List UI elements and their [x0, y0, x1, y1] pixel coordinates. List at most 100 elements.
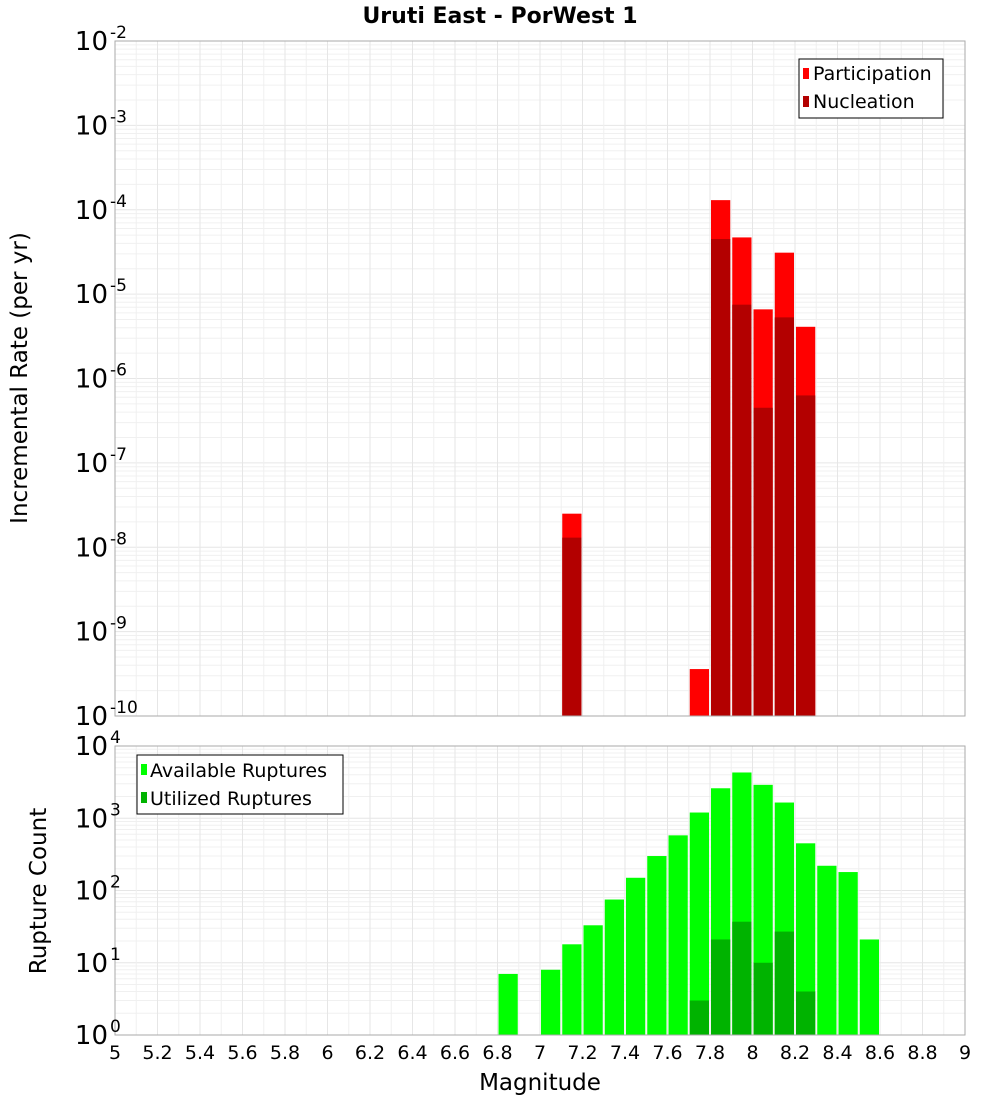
- bottom-y-axis-title: Rupture Count: [26, 808, 52, 974]
- x-tick-label: 7: [534, 1042, 546, 1064]
- top-legend: Participation Nucleation: [798, 58, 944, 119]
- x-tick-label: 9: [959, 1042, 971, 1064]
- x-tick-label: 7.2: [567, 1042, 597, 1064]
- bottom-y-tick-label: 10: [75, 1021, 108, 1051]
- bottom-bar-available-ruptures: [817, 865, 837, 1035]
- bottom-legend: Available Ruptures Utilized Ruptures: [136, 754, 344, 815]
- legend-label-participation: Participation: [813, 63, 932, 85]
- top-y-tick-exponent: -8: [110, 529, 127, 549]
- bottom-y-tick-exponent: 1: [110, 945, 121, 965]
- x-tick-label: 5: [109, 1042, 121, 1064]
- bottom-y-tick-label: 10: [75, 732, 108, 762]
- top-y-tick-label: 10: [75, 280, 108, 310]
- x-tick-label: 8.2: [780, 1042, 810, 1064]
- bottom-y-tick-exponent: 2: [110, 873, 121, 893]
- legend-swatch-participation: [803, 68, 809, 79]
- bottom-legend-box: [136, 754, 344, 815]
- x-tick-label: 5.8: [270, 1042, 300, 1064]
- bottom-bar-available-ruptures: [626, 877, 646, 1035]
- top-bar-nucleation: [732, 304, 752, 716]
- bottom-y-tick-exponent: 0: [110, 1017, 121, 1037]
- bottom-bar-available-ruptures: [604, 899, 624, 1035]
- bottom-bar-utilized-ruptures: [732, 921, 752, 1035]
- x-tick-label: 5.6: [227, 1042, 257, 1064]
- x-tick-label: 6.2: [355, 1042, 385, 1064]
- top-y-tick-exponent: -6: [110, 361, 127, 381]
- legend-swatch-utilized: [141, 792, 147, 803]
- top-y-tick-label: 10: [75, 533, 108, 563]
- top-y-tick-label: 10: [75, 702, 108, 732]
- top-bar-nucleation: [796, 395, 816, 716]
- top-plot-frame: [114, 40, 966, 717]
- bottom-bar-available-ruptures: [498, 973, 518, 1035]
- top-grid: [114, 41, 966, 717]
- top-y-tick-exponent: -10: [110, 698, 138, 718]
- x-tick-label: 8: [746, 1042, 758, 1064]
- bottom-plot-frame: [114, 745, 966, 1036]
- x-tick-label: 7.6: [652, 1042, 682, 1064]
- top-y-tick-exponent: -3: [110, 107, 127, 127]
- top-bar-nucleation: [562, 537, 582, 716]
- bottom-bar-available-ruptures: [796, 843, 816, 1035]
- bottom-bar-utilized-ruptures: [689, 1000, 709, 1035]
- x-axis-title: Magnitude: [479, 1070, 601, 1096]
- x-tick-label: 7.4: [610, 1042, 640, 1064]
- chart-title: Uruti East - PorWest 1: [362, 4, 637, 29]
- x-tick-label: 6.4: [397, 1042, 427, 1064]
- bottom-y-tick-exponent: 3: [110, 800, 121, 820]
- top-y-tick-label: 10: [75, 196, 108, 226]
- bottom-bar-available-ruptures: [859, 939, 879, 1035]
- x-tick-label: 7.8: [695, 1042, 725, 1064]
- bottom-y-tick-label: 10: [75, 949, 108, 979]
- bottom-bar-utilized-ruptures: [711, 939, 731, 1035]
- top-legend-box: [798, 58, 944, 119]
- top-bar-nucleation: [774, 317, 794, 716]
- x-tick-label: 8.4: [822, 1042, 852, 1064]
- top-y-tick-exponent: -9: [110, 614, 127, 634]
- top-y-tick-exponent: -7: [110, 445, 127, 465]
- bottom-bar-utilized-ruptures: [774, 931, 794, 1035]
- x-ticks: 5 5.2 5.4 5.6 5.8 6 6.2 6.4 6.6 6.8 7 7.2 7.4 7.6 7.8 8…: [109, 1042, 971, 1064]
- top-y-tick-label: 10: [75, 618, 108, 648]
- legend-label-available: Available Ruptures: [150, 760, 327, 782]
- x-tick-label: 6: [321, 1042, 333, 1064]
- x-tick-label: 8.8: [907, 1042, 937, 1064]
- bottom-bar-utilized-ruptures: [796, 991, 816, 1035]
- top-bar-participation: [689, 669, 709, 716]
- legend-label-utilized: Utilized Ruptures: [150, 788, 312, 810]
- legend-swatch-available: [141, 764, 147, 775]
- top-bars: [562, 200, 816, 716]
- top-y-tick-label: 10: [75, 111, 108, 141]
- top-y-tick-label: 10: [75, 27, 108, 57]
- x-tick-label: 6.6: [440, 1042, 470, 1064]
- top-y-axis-title: Incremental Rate (per yr): [7, 232, 33, 524]
- top-y-tick-exponent: -2: [110, 23, 127, 43]
- bottom-bar-available-ruptures: [583, 925, 603, 1035]
- legend-label-nucleation: Nucleation: [813, 91, 915, 113]
- bottom-y-tick-label: 10: [75, 877, 108, 907]
- bottom-bar-available-ruptures: [668, 835, 688, 1035]
- top-y-tick-exponent: -4: [110, 192, 127, 212]
- bottom-bar-utilized-ruptures: [753, 962, 773, 1035]
- bottom-bar-available-ruptures: [838, 872, 858, 1035]
- top-y-tick-label: 10: [75, 449, 108, 479]
- x-tick-label: 5.2: [142, 1042, 172, 1064]
- bottom-y-tick-exponent: 4: [110, 728, 121, 748]
- legend-swatch-nucleation: [803, 96, 809, 107]
- bottom-bars: [498, 772, 879, 1035]
- top-y-tick-exponent: -5: [110, 276, 127, 296]
- top-y-tick-label: 10: [75, 365, 108, 395]
- bottom-bar-available-ruptures: [562, 944, 582, 1035]
- bottom-bar-available-ruptures: [541, 969, 561, 1035]
- x-tick-label: 5.4: [185, 1042, 215, 1064]
- bottom-bar-available-ruptures: [689, 812, 709, 1035]
- top-bar-nucleation: [753, 407, 773, 716]
- top-bar-nucleation: [711, 239, 731, 716]
- x-tick-label: 8.6: [865, 1042, 895, 1064]
- bottom-y-tick-label: 10: [75, 804, 108, 834]
- bottom-bar-available-ruptures: [647, 856, 667, 1035]
